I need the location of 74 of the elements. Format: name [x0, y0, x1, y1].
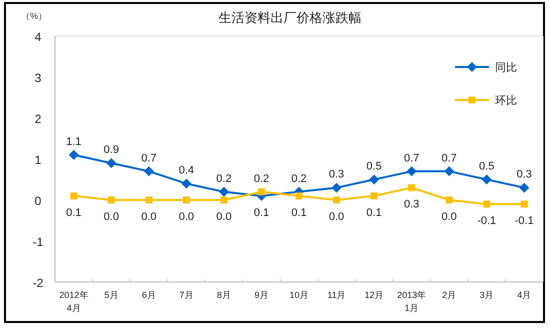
- x-tick-label: 6月: [142, 290, 156, 300]
- data-label: 0.2: [216, 172, 232, 185]
- y-axis-title: （%）: [20, 11, 48, 21]
- data-label: 0.3: [328, 168, 344, 181]
- data-label: -0.1: [477, 215, 496, 228]
- x-tick-label: 9月: [254, 290, 268, 300]
- data-label: 0.0: [141, 211, 156, 223]
- point: [332, 182, 342, 193]
- data-label: 0.4: [178, 164, 194, 177]
- point: [408, 184, 416, 192]
- point: [181, 178, 192, 189]
- data-label: 0.9: [104, 144, 119, 156]
- x-tick-label: 7月: [179, 290, 194, 300]
- y-tick-label: -2: [32, 276, 44, 290]
- y-tick-label: 0: [34, 194, 42, 208]
- point: [446, 196, 453, 204]
- data-label: 0.2: [291, 172, 307, 185]
- x-tick-label: 12月: [364, 290, 384, 300]
- data-label: 0.0: [104, 211, 119, 223]
- point: [70, 192, 78, 200]
- point: [106, 158, 116, 168]
- point: [333, 196, 340, 204]
- data-label: 0.0: [328, 211, 344, 223]
- point: [296, 192, 302, 200]
- x-tick-label: 8月: [216, 290, 231, 300]
- y-tick-label: 1: [34, 153, 42, 167]
- point: [444, 166, 454, 176]
- point: [482, 174, 492, 184]
- point: [258, 188, 265, 196]
- x-tick-label: 10月: [289, 290, 309, 300]
- y-tick-label: 2: [34, 112, 42, 126]
- point: [369, 174, 380, 184]
- data-label: -0.1: [514, 215, 534, 228]
- data-label: 0.7: [442, 152, 457, 164]
- x-tick-label: 2012年 4月: [59, 290, 88, 313]
- x-tick-label: 11月: [327, 290, 346, 300]
- data-label: 0.3: [516, 168, 532, 181]
- x-tick-label: 4月: [517, 290, 532, 300]
- point: [218, 186, 229, 197]
- data-label: 1.1: [66, 136, 82, 148]
- data-label: 0.1: [366, 206, 382, 219]
- data-label: 0.1: [291, 206, 307, 219]
- point: [370, 192, 378, 200]
- point: [145, 196, 152, 204]
- y-tick-label: 3: [34, 71, 42, 85]
- data-label: 0.7: [404, 152, 420, 164]
- point: [68, 150, 79, 160]
- point: [406, 166, 417, 176]
- point: [483, 200, 490, 208]
- x-tick-label: 2月: [442, 290, 456, 300]
- chart-title: 生活资料出厂价格涨跌幅: [218, 10, 362, 25]
- y-tick-label: -1: [32, 235, 44, 249]
- data-label: 0.5: [479, 160, 494, 172]
- data-label: 0.0: [216, 211, 232, 223]
- point: [108, 196, 115, 204]
- data-label: 0.5: [366, 160, 382, 172]
- data-label: 0.7: [141, 152, 156, 164]
- point: [182, 196, 190, 204]
- point: [144, 166, 154, 176]
- data-label: 0.2: [254, 172, 270, 185]
- data-label: 0.3: [404, 198, 420, 211]
- x-tick-label: 5月: [104, 290, 118, 300]
- point: [520, 200, 528, 208]
- point: [220, 196, 228, 204]
- point: [519, 182, 530, 193]
- x-tick-label: 3月: [480, 290, 494, 300]
- data-label: 0.0: [442, 211, 457, 223]
- legend-label: 环比: [495, 94, 517, 107]
- legend-label: 同比: [495, 61, 517, 74]
- y-tick-label: 4: [34, 30, 42, 44]
- data-label: 0.0: [178, 211, 194, 223]
- x-tick-label: 2013年 1月: [397, 290, 426, 313]
- data-label: 0.1: [254, 206, 270, 219]
- data-label: 0.1: [66, 206, 82, 219]
